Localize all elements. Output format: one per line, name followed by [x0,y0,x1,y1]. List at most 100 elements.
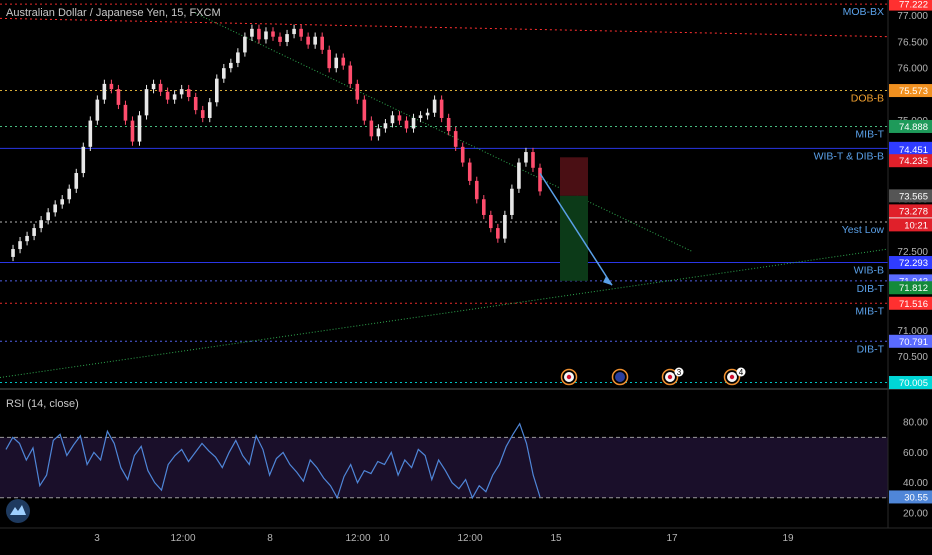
price-tag[interactable] [889,189,932,203]
candle [179,89,184,95]
candle [524,152,528,163]
candle [292,28,296,35]
candle [432,99,437,113]
candle [109,83,114,90]
candle [243,36,247,53]
candle [439,99,444,118]
level-label: DIB-T [857,343,885,355]
tradingview-logo-icon[interactable] [6,499,30,523]
candle [53,204,57,213]
price-tag[interactable] [889,0,932,11]
target-zone [560,195,588,281]
candle [172,94,177,100]
price-tag-text: 71.812 [899,283,928,294]
price-tag[interactable] [889,256,932,270]
price-tag[interactable] [889,281,932,295]
projection-arrow-head [603,276,612,286]
candle [538,167,542,192]
countdown-text: 10:21 [904,220,928,231]
candle [236,52,240,63]
candle [517,162,521,189]
candle [25,235,29,242]
price-axis[interactable]: 77.00076.50076.00075.00074.50073.50073.0… [887,0,932,528]
price-tag-text: 72.293 [899,258,928,269]
price-tag[interactable] [889,204,932,218]
flag-jp-icon[interactable] [560,368,578,386]
rsi-tag-text: 30.55 [904,492,928,503]
mob-trendline [0,17,889,38]
price-tag[interactable] [889,375,932,389]
flag-jp-icon[interactable]: 3 [661,367,684,386]
rsi-tick-label: 40.00 [903,478,928,489]
candle [446,117,451,132]
candle [362,99,367,121]
price-tick-label: 71.000 [897,326,928,337]
price-tick-label: 70.500 [897,352,928,363]
chart-title: Australian Dollar / Japanese Yen, 15, FX… [6,7,221,19]
candle [95,99,100,121]
countdown-tag [889,218,932,232]
price-tag[interactable] [889,84,932,98]
candle [404,120,409,129]
price-tag-text: 73.278 [899,206,928,217]
candle [510,188,514,215]
candle [18,241,22,250]
candle [74,173,79,189]
candle [285,34,289,42]
candle [158,83,163,92]
price-tick-label: 76.500 [897,37,928,48]
price-tick-label: 76.000 [897,64,928,75]
price-pane[interactable]: MOB-BX DOB-B MIB-T WIB-T & DIB-B Yest Low WIB… [0,3,932,390]
price-tag-text: 71.516 [899,299,928,310]
event-marker-dot [566,374,572,380]
candle [481,199,486,215]
candle [355,83,360,100]
time-tick-label: 17 [666,533,678,544]
level-label: MOB-BX [843,6,884,18]
price-tag-text: 74.451 [899,145,928,156]
time-tick-label: 12:00 [170,533,195,544]
candle [348,65,353,84]
candle [222,68,226,79]
price-tag-text: 70.791 [899,337,928,348]
candle [39,220,43,229]
level-label: MIB-T [855,305,884,317]
candle [397,115,402,121]
candle [130,120,135,142]
candle [250,28,254,37]
price-tag-text: 70.005 [899,378,928,389]
event-badge-count: 4 [739,368,744,377]
level-label: WIB-T & DIB-B [814,150,884,162]
price-tag[interactable] [889,296,932,310]
flag-au-icon[interactable] [611,368,629,386]
price-tag[interactable] [889,334,932,348]
time-axis[interactable]: 3 12:00 8 12:00 10 12:00 15 17 19 [0,527,932,544]
candle [503,214,507,239]
flag-jp-icon[interactable]: 4 [723,367,746,386]
rsi-tick-label: 60.00 [903,448,928,459]
projection-arrow [539,172,613,286]
time-tick-label: 19 [782,533,794,544]
level-label: MIB-T [855,128,884,140]
price-tag[interactable] [889,154,932,168]
candle [200,110,205,118]
candle [453,131,458,147]
time-tick-label: 10 [378,533,390,544]
rsi-pane[interactable] [0,422,888,500]
candle [186,89,191,97]
candle [418,115,423,118]
candle [376,128,381,137]
candle [531,152,535,168]
price-tag[interactable] [889,119,932,133]
candle [193,97,198,111]
candle [299,28,303,37]
rsi-tag [889,490,932,504]
candle [496,228,500,239]
candle [369,120,374,137]
candle [46,212,50,221]
price-tag[interactable] [889,142,932,156]
candle [214,78,219,103]
level-label: DOB-B [851,93,884,105]
